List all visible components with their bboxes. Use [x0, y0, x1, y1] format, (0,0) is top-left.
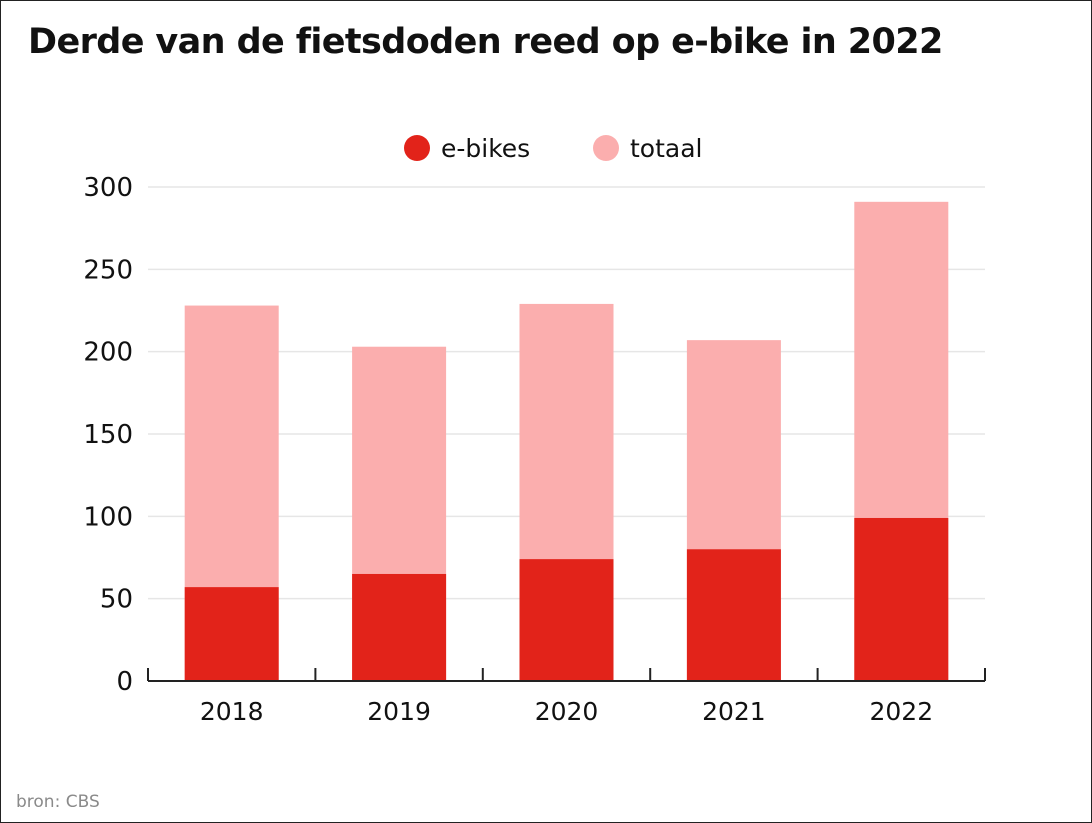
legend: e-bikes totaal	[404, 134, 703, 163]
y-tick-label: 300	[83, 173, 133, 203]
y-axis: 0 50 100 150 200 250 300	[83, 173, 133, 697]
x-tick-label: 2020	[535, 697, 599, 726]
legend-label-totaal: totaal	[630, 134, 703, 163]
bar-ebikes-2022	[854, 517, 949, 681]
y-tick-label: 100	[83, 502, 133, 532]
chart-title: Derde van de fietsdoden reed op e-bike i…	[28, 22, 943, 62]
x-tick-labels: 2018 2019 2020 2021 2022	[200, 697, 933, 726]
bar-ebikes-2018	[184, 587, 279, 681]
legend-label-e-bikes: e-bikes	[441, 134, 530, 163]
y-tick-label: 50	[100, 585, 133, 615]
grid-lines	[148, 186, 985, 600]
x-tick-label: 2022	[869, 697, 933, 726]
source-note: bron: CBS	[16, 792, 100, 812]
bar-ebikes-2019	[352, 573, 447, 681]
x-tick-label: 2018	[200, 697, 264, 726]
bar-ebikes-2020	[519, 559, 614, 681]
x-axis	[147, 668, 986, 682]
y-tick-label: 150	[83, 420, 133, 450]
y-tick-label: 200	[83, 338, 133, 368]
bar-ebikes-2021	[686, 549, 781, 681]
legend-marker-e-bikes	[404, 135, 430, 161]
bar-group	[184, 201, 949, 681]
x-tick-label: 2021	[702, 697, 766, 726]
y-tick-label: 0	[116, 667, 133, 697]
legend-marker-totaal	[593, 135, 619, 161]
y-tick-label: 250	[83, 255, 133, 285]
x-tick-label: 2019	[367, 697, 431, 726]
